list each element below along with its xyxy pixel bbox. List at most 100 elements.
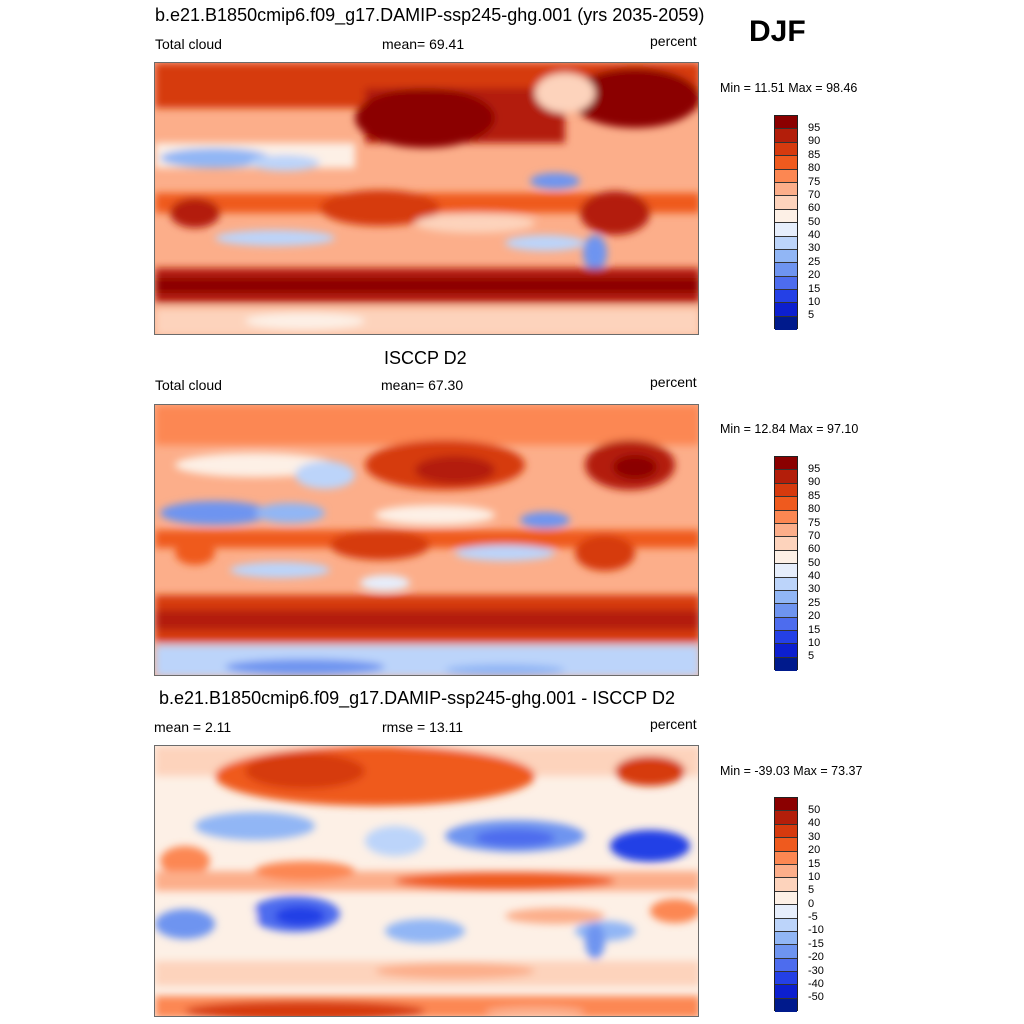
panel1-cbar-tick: 50 [808, 216, 821, 228]
panel1-cbar-bin [775, 169, 797, 183]
panel2-cbar-tick: 40 [808, 570, 821, 582]
panel3-cbar-bin [775, 798, 797, 812]
panel3-cbar-tick: 15 [808, 858, 821, 870]
panel2-map-field [155, 405, 698, 675]
panel1-cbar-tick: 80 [808, 162, 821, 174]
panel3-cbar-bin [775, 931, 797, 946]
panel2-cbar-bin [775, 497, 797, 511]
panel1-cbar-bin [775, 303, 797, 317]
panel3-cbar-bin [775, 851, 797, 865]
panel3-cbar-tick: 30 [808, 831, 821, 843]
panel1-left-label: Total cloud [155, 36, 222, 52]
panel1-cbar-bin [775, 142, 797, 157]
panel1-cbar-tick: 95 [808, 122, 821, 134]
panel2-cbar-tick: 10 [808, 637, 821, 649]
panel3-cbar-tick: -15 [808, 938, 824, 950]
panel1-cbar-bin [775, 263, 797, 277]
panel1-colorbar [774, 115, 798, 331]
panel3-cbar-tick: -30 [808, 965, 824, 977]
panel1-cbar-bin [775, 182, 797, 197]
panel3-cbar-bin [775, 824, 797, 839]
panel1-cbar-bin [775, 196, 797, 210]
panel1-minmax: Min = 11.51 Max = 98.46 [720, 81, 858, 95]
panel1-mean-label: mean= 69.41 [382, 36, 465, 52]
panel1-cbar-tick: 15 [808, 283, 821, 295]
panel2-cbar-tick: 25 [808, 597, 821, 609]
panel2-cbar-bin [775, 537, 797, 551]
panel2-cbar-bin [775, 604, 797, 618]
panel2-cbar-bin [775, 550, 797, 565]
panel2-cbar-bin [775, 457, 797, 471]
panel3-cbar-bin [775, 891, 797, 906]
panel3-mean-label: mean = 2.11 [154, 719, 232, 735]
panel1-cbar-tick: 70 [808, 189, 821, 201]
panel1-cbar-tick: 20 [808, 269, 821, 281]
panel1-cbar-tick: 60 [808, 202, 821, 214]
panel3-minmax: Min = -39.03 Max = 73.37 [720, 764, 863, 778]
panel2-cbar-bin [775, 657, 797, 672]
panel3-cbar-bin [775, 878, 797, 892]
panel3-cbar-tick: 5 [808, 884, 815, 896]
panel2-cbar-tick: 95 [808, 463, 821, 475]
panel2-cbar-tick: 75 [808, 517, 821, 529]
panel3-cbar-tick: 0 [808, 898, 815, 910]
panel3-cbar-tick: -5 [808, 911, 818, 923]
panel2-cbar-tick: 80 [808, 503, 821, 515]
panel1-cbar-tick: 85 [808, 149, 821, 161]
panel2-cbar-tick: 50 [808, 557, 821, 569]
panel2-cbar-tick: 60 [808, 543, 821, 555]
panel3-cbar-bin [775, 838, 797, 852]
panel1-map-field [155, 63, 698, 334]
panel1-cbar-bin [775, 249, 797, 264]
panel1-cbar-bin [775, 209, 797, 224]
panel2-cbar-bin [775, 631, 797, 645]
panel2-cbar-tick: 30 [808, 583, 821, 595]
panel2-cbar-bin [775, 564, 797, 578]
season-label: DJF [749, 15, 806, 48]
panel2-cbar-bin [775, 510, 797, 524]
panel3-cbar-tick: -40 [808, 978, 824, 990]
panel3-cbar-bin [775, 985, 797, 999]
panel3-cbar-bin [775, 811, 797, 825]
panel1-cbar-bin [775, 316, 797, 331]
panel3-map-field [155, 746, 698, 1016]
panel3-cbar-bin [775, 998, 797, 1013]
panel1-cbar-bin [775, 156, 797, 170]
panel3-cbar-bin [775, 958, 797, 973]
panel2-cbar-tick: 70 [808, 530, 821, 542]
panel3-cbar-tick: 10 [808, 871, 821, 883]
panel2-colorbar [774, 456, 798, 672]
panel3-cbar-bin [775, 918, 797, 932]
panel3-cbar-tick: -10 [808, 924, 824, 936]
panel2-cbar-bin [775, 577, 797, 591]
panel3-map [154, 745, 699, 1017]
panel2-units-label: percent [650, 374, 697, 390]
panel1-cbar-tick: 5 [808, 309, 815, 321]
panel1-cbar-bin [775, 116, 797, 130]
panel3-cbar-bin [775, 864, 797, 879]
panel2-cbar-bin [775, 590, 797, 605]
panel2-left-label: Total cloud [155, 377, 222, 393]
panel1-cbar-tick: 40 [808, 229, 821, 241]
panel3-colorbar [774, 797, 798, 1013]
panel2-cbar-tick: 5 [808, 650, 815, 662]
panel3-cbar-bin [775, 972, 797, 986]
panel3-units-label: percent [650, 716, 697, 732]
panel3-cbar-bin [775, 905, 797, 919]
panel1-cbar-bin [775, 223, 797, 237]
panel3-cbar-tick: -50 [808, 991, 824, 1003]
panel1-cbar-tick: 30 [808, 242, 821, 254]
panel3-cbar-bin [775, 945, 797, 959]
panel3-cbar-tick: -20 [808, 951, 824, 963]
panel2-map [154, 404, 699, 676]
panel2-cbar-bin [775, 523, 797, 538]
panel1-cbar-tick: 25 [808, 256, 821, 268]
panel2-title: ISCCP D2 [384, 348, 467, 368]
panel1-cbar-bin [775, 129, 797, 143]
panel2-minmax: Min = 12.84 Max = 97.10 [720, 422, 859, 436]
panel1-cbar-tick: 75 [808, 176, 821, 188]
panel2-cbar-tick: 20 [808, 610, 821, 622]
panel3-cbar-tick: 50 [808, 804, 821, 816]
panel1-cbar-bin [775, 290, 797, 304]
panel2-cbar-tick: 85 [808, 490, 821, 502]
